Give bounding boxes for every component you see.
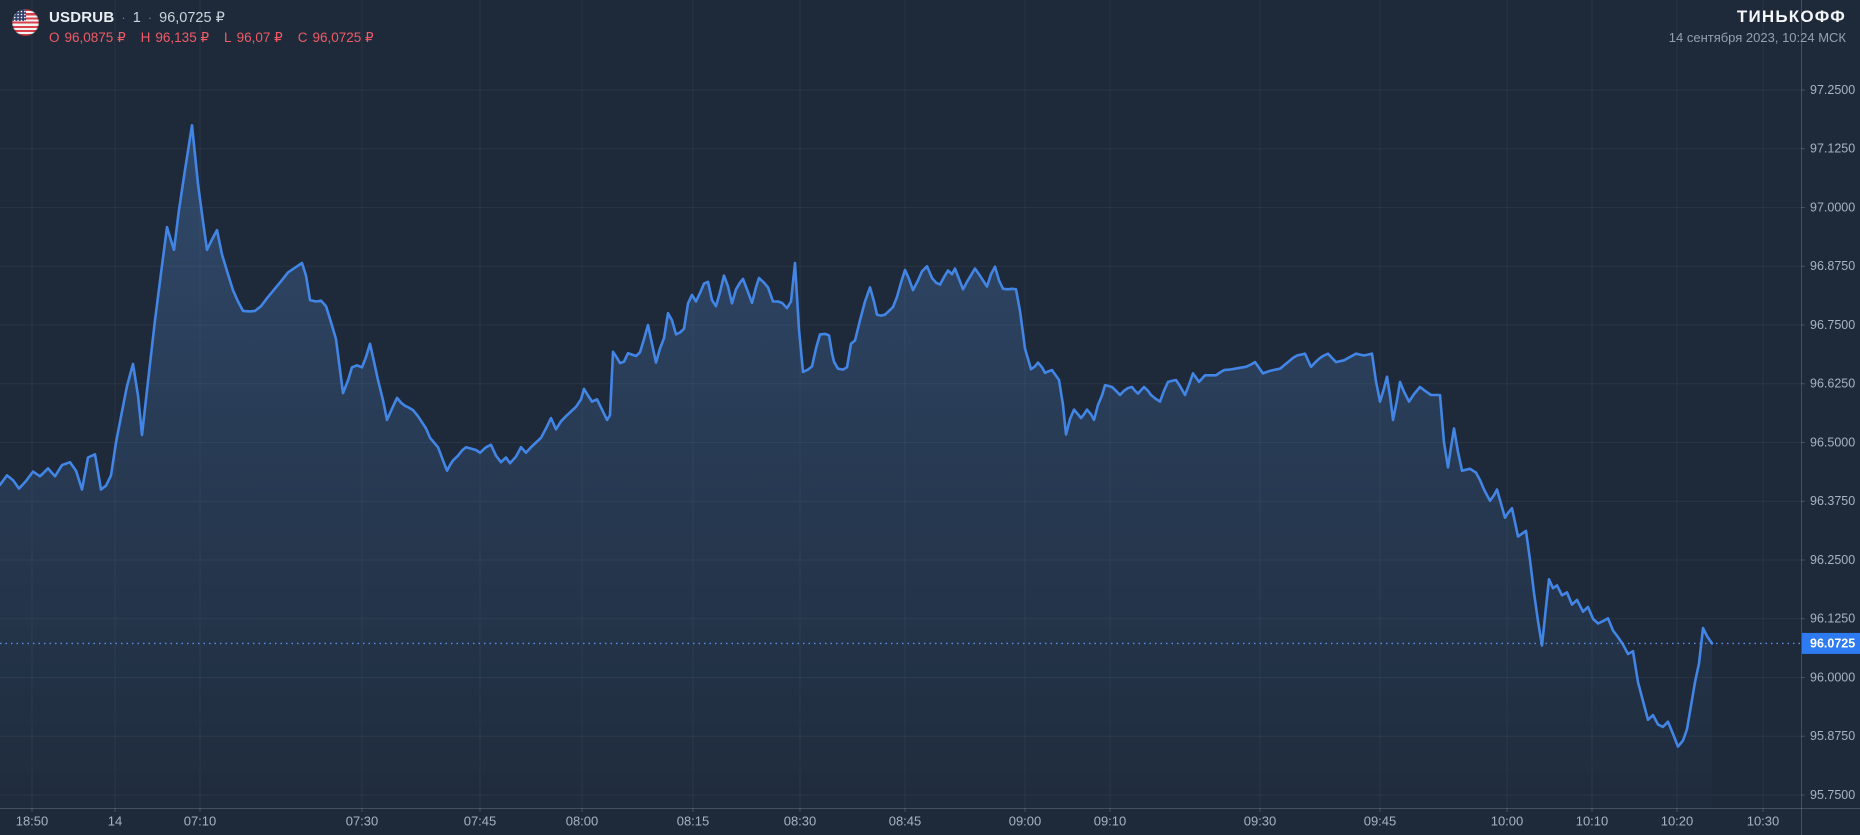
x-axis-label: 07:30 [346, 813, 379, 828]
x-axis-label: 08:15 [677, 813, 710, 828]
ohlc-low-label: L [224, 30, 232, 45]
y-axis-label: 96.6250 [1810, 377, 1855, 391]
y-axis-label: 97.1250 [1810, 142, 1855, 156]
chart-interval[interactable]: 1 [132, 10, 141, 26]
ohlc-high: H 96,135 ₽ [141, 30, 209, 46]
area-fill [0, 125, 1712, 809]
x-axis-label: 08:30 [784, 813, 817, 828]
chart-datetime: 14 сентября 2023, 10:24 МСК [1668, 30, 1846, 45]
y-axis-label: 96.2500 [1810, 553, 1855, 567]
y-axis-label: 96.5000 [1810, 435, 1855, 449]
y-axis-label: 96.0000 [1810, 670, 1855, 684]
y-axis-label: 96.1250 [1810, 612, 1855, 626]
ohlc-close-label: C [297, 30, 308, 45]
price-line [0, 124, 1714, 748]
x-axis-label: 10:10 [1576, 813, 1609, 828]
ohlc-low-value: 96,07 ₽ [236, 30, 283, 45]
ohlc-open: O 96,0875 ₽ [49, 30, 126, 46]
branding: ТИНЬКОФФ 14 сентября 2023, 10:24 МСК [1669, 7, 1846, 45]
x-axis-label: 08:00 [566, 813, 599, 828]
y-axis-label: 97.0000 [1810, 200, 1855, 214]
x-axis-label: 09:10 [1094, 813, 1127, 828]
x-axis-label: 09:45 [1364, 813, 1397, 828]
ohlc-row: O 96,0875 ₽ H 96,135 ₽ L 96,07 ₽ C 96,07… [49, 30, 374, 46]
ohlc-high-value: 96,135 ₽ [155, 30, 210, 45]
symbol-header: USDRUB · 1 · 96,0725 ₽ O 96,0875 ₽ H 96,… [12, 9, 374, 46]
x-axis-label: 07:45 [464, 813, 497, 828]
last-price-tag-bg [1802, 632, 1860, 654]
x-axis-label: 14 [108, 813, 122, 828]
tinkoff-logo: ТИНЬКОФФ [1736, 7, 1846, 26]
separator-dot: · [147, 10, 153, 25]
ohlc-high-label: H [140, 30, 151, 45]
x-axis-label: 18:50 [16, 813, 49, 828]
x-axis-label: 09:30 [1244, 813, 1277, 828]
ohlc-close: C 96,0725 ₽ [298, 30, 374, 46]
y-axis-label: 97.2500 [1810, 83, 1855, 97]
x-axis-label: 10:20 [1661, 813, 1694, 828]
price-scale[interactable]: 97.2500 97.1250 97.0000 96.8750 96.7500 96.62… [1801, 83, 1855, 802]
y-axis-label: 95.7500 [1810, 788, 1855, 802]
x-axis-label: 07:10 [184, 813, 217, 828]
x-axis-label: 10:00 [1491, 813, 1524, 828]
y-axis-label: 95.8750 [1810, 729, 1855, 743]
last-price-tag-text: 96.0725 [1810, 637, 1855, 651]
last-price-tag[interactable]: 96.0725 [1802, 632, 1860, 654]
time-scale[interactable]: 18:50 14 07:10 07:30 07:45 08:00 08:15 08:30 08:… [16, 808, 1780, 828]
us-flag-icon [12, 9, 39, 36]
current-price: 96,0725 ₽ [159, 10, 225, 26]
y-axis-label: 96.8750 [1810, 259, 1855, 273]
x-axis-label: 09:00 [1009, 813, 1042, 828]
symbol-name[interactable]: USDRUB [49, 9, 115, 26]
x-axis-label: 08:45 [889, 813, 922, 828]
ohlc-low: L 96,07 ₽ [224, 30, 283, 46]
ohlc-open-value: 96,0875 ₽ [64, 30, 126, 45]
ohlc-close-value: 96,0725 ₽ [312, 30, 374, 45]
x-axis-label: 10:30 [1747, 813, 1780, 828]
y-axis-label: 96.7500 [1810, 318, 1855, 332]
separator-dot: · [121, 10, 126, 25]
ohlc-open-label: O [49, 30, 60, 45]
y-axis-label: 96.3750 [1810, 494, 1855, 508]
